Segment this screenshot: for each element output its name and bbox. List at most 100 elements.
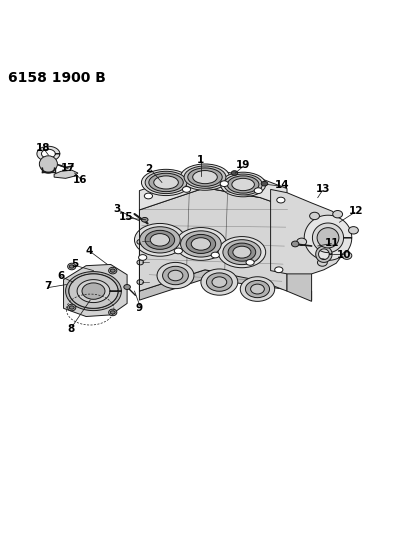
Ellipse shape [162, 266, 188, 285]
Ellipse shape [186, 235, 215, 254]
Ellipse shape [137, 239, 143, 244]
Text: 5: 5 [71, 260, 78, 270]
Polygon shape [63, 264, 127, 317]
Ellipse shape [182, 187, 190, 192]
Text: 15: 15 [119, 212, 133, 222]
Ellipse shape [220, 181, 228, 187]
Ellipse shape [69, 265, 74, 268]
Ellipse shape [220, 172, 265, 197]
Ellipse shape [175, 228, 226, 260]
Ellipse shape [191, 238, 210, 250]
Polygon shape [69, 274, 118, 308]
Text: 9: 9 [135, 303, 143, 313]
Ellipse shape [157, 262, 193, 289]
Ellipse shape [134, 223, 185, 256]
Text: 4: 4 [85, 246, 93, 256]
Ellipse shape [138, 255, 146, 260]
Ellipse shape [231, 179, 254, 191]
Polygon shape [139, 168, 286, 210]
Ellipse shape [211, 277, 226, 287]
Ellipse shape [141, 169, 190, 196]
Text: 2: 2 [144, 164, 152, 174]
Ellipse shape [261, 181, 267, 186]
Ellipse shape [291, 241, 298, 247]
Ellipse shape [137, 280, 143, 285]
Polygon shape [139, 270, 311, 300]
Ellipse shape [227, 176, 258, 193]
Ellipse shape [222, 240, 260, 264]
Ellipse shape [250, 284, 264, 294]
Text: 6158 1900 B: 6158 1900 B [8, 70, 106, 85]
Text: 13: 13 [315, 184, 330, 195]
Ellipse shape [67, 304, 76, 311]
Ellipse shape [187, 168, 222, 187]
Ellipse shape [192, 171, 217, 184]
Ellipse shape [69, 306, 74, 309]
Ellipse shape [180, 231, 221, 257]
Ellipse shape [240, 277, 274, 301]
Ellipse shape [141, 217, 148, 222]
Ellipse shape [145, 171, 187, 193]
Ellipse shape [168, 270, 182, 281]
Ellipse shape [153, 176, 178, 189]
Ellipse shape [144, 193, 152, 199]
Polygon shape [303, 215, 351, 261]
Ellipse shape [39, 156, 57, 172]
Ellipse shape [110, 311, 115, 314]
Ellipse shape [223, 174, 262, 195]
Ellipse shape [254, 188, 262, 193]
Ellipse shape [227, 243, 255, 261]
Ellipse shape [110, 269, 115, 272]
Polygon shape [37, 146, 60, 161]
Polygon shape [139, 188, 286, 291]
Ellipse shape [317, 259, 326, 266]
Ellipse shape [341, 252, 351, 260]
Ellipse shape [232, 246, 250, 258]
Text: 6: 6 [57, 271, 64, 280]
Text: 10: 10 [335, 250, 350, 260]
Ellipse shape [206, 273, 232, 291]
Ellipse shape [274, 267, 282, 273]
Ellipse shape [332, 211, 342, 218]
Text: 16: 16 [72, 175, 87, 185]
Ellipse shape [174, 248, 182, 254]
Ellipse shape [245, 280, 269, 297]
Polygon shape [54, 170, 78, 179]
Ellipse shape [139, 227, 180, 253]
Ellipse shape [108, 309, 117, 316]
Ellipse shape [211, 252, 219, 258]
Text: 14: 14 [274, 180, 289, 190]
Ellipse shape [348, 227, 357, 234]
Ellipse shape [231, 171, 237, 175]
Polygon shape [65, 272, 121, 311]
Text: 18: 18 [36, 143, 50, 152]
Ellipse shape [316, 228, 338, 248]
Text: 19: 19 [235, 160, 249, 170]
Ellipse shape [200, 269, 237, 295]
Ellipse shape [137, 260, 143, 265]
Ellipse shape [124, 285, 130, 289]
Polygon shape [286, 207, 311, 301]
Polygon shape [270, 189, 346, 274]
Text: 11: 11 [324, 238, 339, 248]
Ellipse shape [218, 237, 265, 268]
Ellipse shape [245, 260, 254, 265]
Ellipse shape [296, 238, 306, 246]
Text: 12: 12 [348, 206, 362, 216]
Ellipse shape [276, 197, 284, 203]
Ellipse shape [82, 283, 105, 300]
Ellipse shape [67, 263, 76, 270]
Ellipse shape [180, 164, 229, 190]
Ellipse shape [108, 268, 117, 274]
Text: 7: 7 [45, 281, 52, 291]
Text: 3: 3 [113, 204, 120, 214]
Ellipse shape [184, 166, 225, 188]
Text: 17: 17 [60, 163, 75, 173]
Text: 8: 8 [67, 324, 74, 334]
Text: 1: 1 [197, 155, 204, 165]
Ellipse shape [309, 212, 319, 220]
Ellipse shape [145, 230, 174, 249]
Polygon shape [315, 246, 331, 262]
Ellipse shape [148, 173, 183, 192]
Ellipse shape [150, 233, 169, 246]
